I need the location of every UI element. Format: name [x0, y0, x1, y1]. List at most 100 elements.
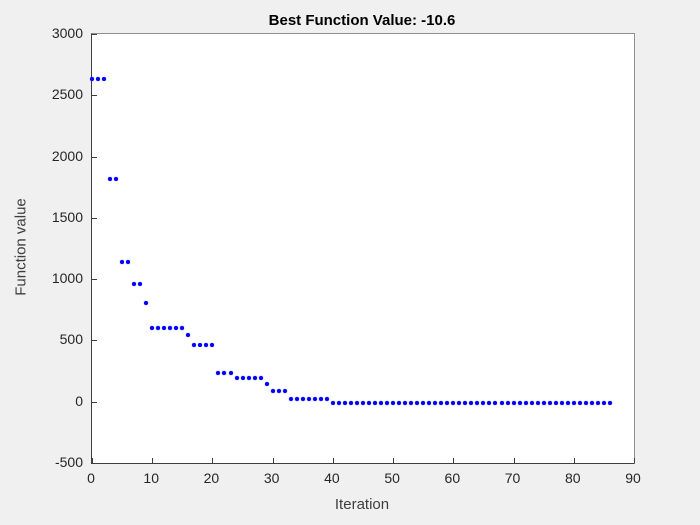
data-point [361, 401, 365, 405]
data-point [445, 401, 450, 405]
y-tick-label: 2000 [51, 147, 83, 164]
data-point [535, 401, 540, 405]
data-point [391, 401, 396, 405]
data-point [481, 401, 486, 405]
data-point [523, 401, 528, 405]
y-tick-label: -500 [54, 454, 83, 470]
data-point [601, 401, 606, 405]
data-point [385, 401, 390, 405]
data-point [120, 259, 125, 264]
data-point [583, 401, 588, 405]
data-point [276, 389, 281, 394]
data-point [475, 401, 480, 405]
x-tick-mark [272, 458, 274, 463]
x-tick-label: 50 [384, 470, 400, 486]
data-point [108, 177, 113, 182]
data-point [499, 401, 504, 405]
data-point [90, 76, 94, 81]
data-point [367, 401, 372, 405]
data-point [348, 401, 353, 405]
y-tick-label: 2500 [51, 86, 83, 103]
data-point [397, 401, 402, 405]
data-point [607, 401, 612, 405]
data-point [132, 282, 137, 287]
data-point [409, 401, 414, 405]
data-point [270, 389, 275, 394]
data-point [577, 401, 582, 405]
data-point [150, 326, 155, 331]
x-tick-label: 10 [143, 470, 159, 486]
data-point [565, 401, 570, 405]
x-tick-mark [573, 458, 575, 463]
data-point [529, 401, 534, 405]
x-tick-mark [393, 458, 395, 463]
y-tick-label: 3000 [51, 25, 83, 41]
data-point [126, 259, 131, 264]
data-point [517, 401, 522, 405]
data-point [204, 343, 209, 348]
data-point [324, 396, 329, 401]
x-tick-label: 40 [324, 470, 340, 486]
x-tick-mark [513, 458, 515, 463]
data-point [373, 401, 378, 405]
x-axis-label: Iteration [334, 496, 390, 513]
x-tick-mark [152, 458, 154, 463]
data-point [330, 401, 335, 405]
x-tick-label: 20 [203, 470, 220, 486]
data-point [451, 401, 456, 405]
x-tick-label: 90 [625, 470, 641, 486]
data-point [198, 343, 203, 348]
x-tick-label: 70 [504, 470, 521, 486]
x-tick-label: 80 [564, 470, 581, 486]
data-point [547, 401, 552, 405]
data-point [312, 396, 317, 401]
x-tick-label: 60 [444, 470, 461, 486]
data-point [300, 396, 305, 401]
data-point [342, 401, 347, 405]
y-tick-label: 1000 [51, 270, 83, 287]
x-tick-mark [332, 458, 334, 463]
data-point [589, 401, 594, 405]
data-point [336, 401, 341, 405]
data-point [288, 396, 293, 401]
data-point [144, 301, 149, 306]
data-point [234, 375, 239, 380]
data-point [505, 401, 510, 405]
x-tick-mark [453, 458, 455, 463]
data-point [415, 401, 420, 405]
data-point [114, 177, 119, 182]
data-point [246, 375, 251, 380]
data-point [252, 375, 257, 380]
data-point [433, 401, 438, 405]
y-tick-mark [92, 463, 97, 464]
data-point [541, 401, 546, 405]
y-tick-label: 500 [59, 331, 83, 348]
data-point [228, 370, 233, 375]
data-point [318, 396, 323, 401]
y-tick-mark [92, 340, 97, 342]
data-point [469, 401, 474, 405]
data-point [180, 326, 185, 331]
data-point [168, 326, 173, 331]
plot-area [90, 33, 635, 464]
data-point [439, 401, 444, 405]
data-point [282, 389, 287, 394]
data-point [571, 401, 576, 405]
data-point [210, 343, 215, 348]
data-point [264, 381, 269, 386]
data-point [463, 401, 468, 405]
data-point [595, 401, 600, 405]
data-point [294, 396, 299, 401]
data-point [457, 401, 462, 405]
x-tick-mark [634, 458, 635, 463]
data-point [427, 401, 432, 405]
data-point [216, 370, 221, 375]
data-point [306, 396, 311, 401]
data-point [174, 326, 179, 331]
x-tick-mark [212, 458, 214, 463]
data-point [162, 326, 167, 331]
y-tick-mark [92, 279, 97, 281]
data-point [403, 401, 408, 405]
data-point [186, 332, 191, 337]
